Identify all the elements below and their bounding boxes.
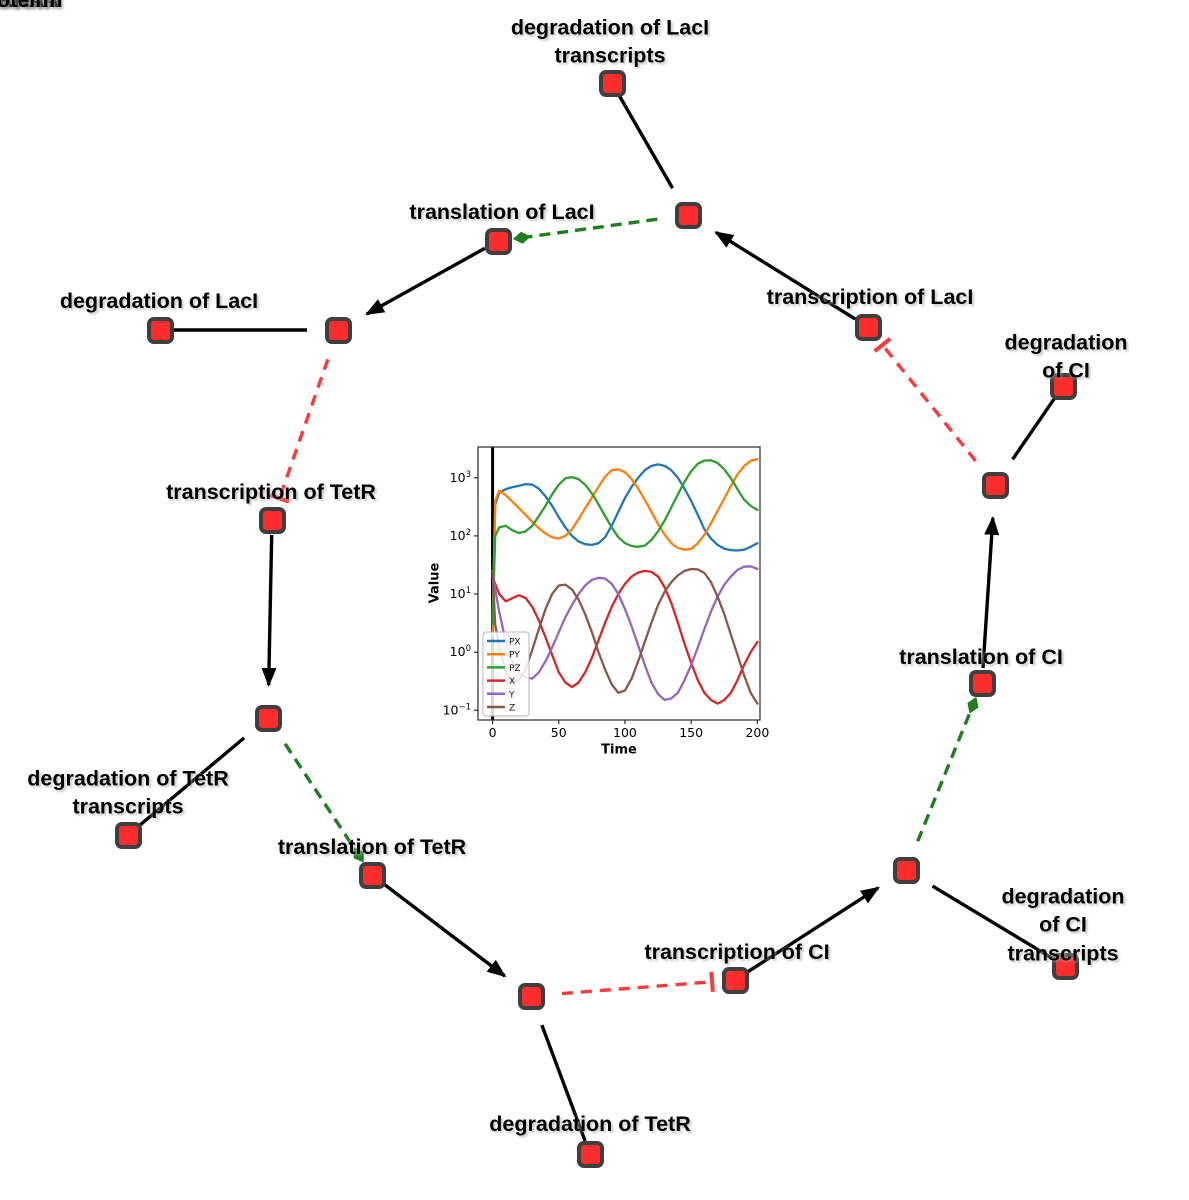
undefined-node-transl-tetr[interactable] xyxy=(358,861,386,889)
undefined-label-ci-mrna: cI mRNA xyxy=(0,0,45,14)
undefined-node-deg-laci[interactable] xyxy=(146,316,174,344)
edge-txn-ci-to-ci-mrna-production xyxy=(746,886,880,974)
chart-series-Z xyxy=(491,567,759,705)
edge-laci-protein-to-txn-tetr-inhibition xyxy=(269,358,330,504)
undefined-node-laci-mrna[interactable] xyxy=(674,201,702,229)
undefined-node-txn-laci[interactable] xyxy=(854,313,882,341)
undefined-node-ci-mrna[interactable] xyxy=(892,856,920,884)
undefined-label-transl-laci: translation of LacI xyxy=(409,199,595,224)
y-tick-label: 102 xyxy=(450,528,471,543)
chart-series-PZ xyxy=(491,459,759,626)
edge-tetr-protein-to-deg-tetr-consumption xyxy=(540,1024,587,1142)
legend-label-PX: PX xyxy=(509,638,521,648)
undefined-label-deg-ci-tx: degradation of CI transcripts xyxy=(1001,884,1125,966)
edge-ci-protein-to-deg-ci-consumption xyxy=(1011,396,1057,461)
legend-label-X: X xyxy=(509,677,515,687)
undefined-label-transl-tetr: translation of TetR xyxy=(277,834,467,859)
undefined-label-ci-protein: cI protein xyxy=(0,0,48,14)
x-tick-label: 150 xyxy=(679,725,703,740)
undefined-node-txn-tetr[interactable] xyxy=(258,506,286,534)
undefined-label-tetr-protein: TetR protein xyxy=(0,0,63,14)
y-tick-label: 103 xyxy=(450,470,471,485)
edge-txn-tetr-to-tetr-mrna-production xyxy=(261,534,277,688)
simulation-figure: 0 50 100 150 200 10−1 100 101 102 103 PX PY PZ X Y Z Ti… xyxy=(425,437,770,767)
undefined-node-deg-ci-tx[interactable] xyxy=(1051,952,1079,980)
x-tick-label: 200 xyxy=(745,725,769,740)
chart-series-PX xyxy=(491,463,759,619)
edge-tetr-mrna-to-transl-tetr-catalysis xyxy=(283,742,365,863)
legend-label-Y: Y xyxy=(508,690,515,700)
undefined-label-deg-tetr-tx: degradation of TetR transcripts xyxy=(27,766,229,819)
undefined-label-laci-mrna: LacI mRNA xyxy=(0,0,57,14)
edge-laci-mrna-to-transl-laci-catalysis xyxy=(512,217,658,244)
edge-tetr-mrna-to-deg-tetr-tx-consumption xyxy=(137,736,246,828)
undefined-node-deg-ci[interactable] xyxy=(1049,372,1077,400)
undefined-label-txn-tetr: transcription of TetR xyxy=(166,479,376,504)
edge-ci-protein-to-txn-laci-inhibition xyxy=(873,337,977,462)
undefined-node-transl-laci[interactable] xyxy=(484,227,512,255)
undefined-node-tetr-protein[interactable] xyxy=(517,982,545,1010)
legend-label-PY: PY xyxy=(509,651,520,661)
edge-ci-mrna-to-deg-ci-tx-consumption xyxy=(931,884,1054,961)
undefined-node-transl-ci[interactable] xyxy=(968,669,996,697)
chart-series-X xyxy=(491,569,759,705)
undefined-node-tetr-mrna[interactable] xyxy=(254,704,282,732)
undefined-node-ci-protein[interactable] xyxy=(981,471,1009,499)
edge-transl-tetr-to-tetr-protein-production xyxy=(382,882,507,978)
edge-txn-laci-to-laci-mrna-production xyxy=(714,230,857,321)
undefined-node-txn-ci[interactable] xyxy=(721,966,749,994)
undefined-label-transl-ci: translation of CI xyxy=(899,644,1063,669)
undefined-label-deg-ci: degradation of CI xyxy=(1004,330,1128,383)
chart-series-Y xyxy=(491,565,759,702)
undefined-label-tetr-mrna: TetR mRNA xyxy=(0,0,59,14)
chart-series-PY xyxy=(491,457,759,636)
edge-laci-mrna-to-deg-laci-tx-consumption xyxy=(617,94,675,189)
undefined-label-deg-laci-tx: degradation of LacI transcripts xyxy=(510,15,710,68)
y-tick-label: 101 xyxy=(450,586,471,601)
undefined-label-deg-laci: degradation of LacI xyxy=(59,288,259,313)
undefined-node-deg-tetr-tx[interactable] xyxy=(114,821,142,849)
chart-x-axis-label: Time xyxy=(601,742,637,758)
legend-label-Z: Z xyxy=(509,704,515,714)
y-tick-label: 100 xyxy=(450,644,471,659)
edge-tetr-protein-to-txn-ci-inhibition xyxy=(561,971,715,996)
x-tick-label: 0 xyxy=(489,725,497,740)
x-tick-label: 50 xyxy=(551,725,567,740)
chart-axes-frame xyxy=(477,446,761,721)
undefined-label-txn-laci: transcription of LacI xyxy=(766,284,974,309)
x-tick-label: 100 xyxy=(613,725,637,740)
y-tick-label: 10−1 xyxy=(443,702,471,717)
chart-y-axis-label: Value xyxy=(427,562,443,604)
undefined-node-laci-protein[interactable] xyxy=(324,316,352,344)
undefined-label-laci-protein: LacI protein xyxy=(0,0,61,14)
undefined-label-deg-tetr: degradation of TetR xyxy=(489,1111,691,1136)
edge-transl-laci-to-laci-protein-production xyxy=(365,246,486,316)
chart-legend-frame xyxy=(482,631,530,717)
undefined-node-deg-tetr[interactable] xyxy=(576,1140,604,1168)
undefined-label-txn-ci: transcription of CI xyxy=(644,939,830,964)
undefined-node-deg-laci-tx[interactable] xyxy=(598,69,626,97)
edge-transl-ci-to-ci-protein-production xyxy=(981,515,1000,669)
simulation-plot: 0 50 100 150 200 10−1 100 101 102 103 PX PY PZ XYZ xyxy=(443,446,769,740)
legend-label-PZ: PZ xyxy=(509,664,521,674)
edge-ci-mrna-to-transl-ci-catalysis xyxy=(916,696,979,842)
